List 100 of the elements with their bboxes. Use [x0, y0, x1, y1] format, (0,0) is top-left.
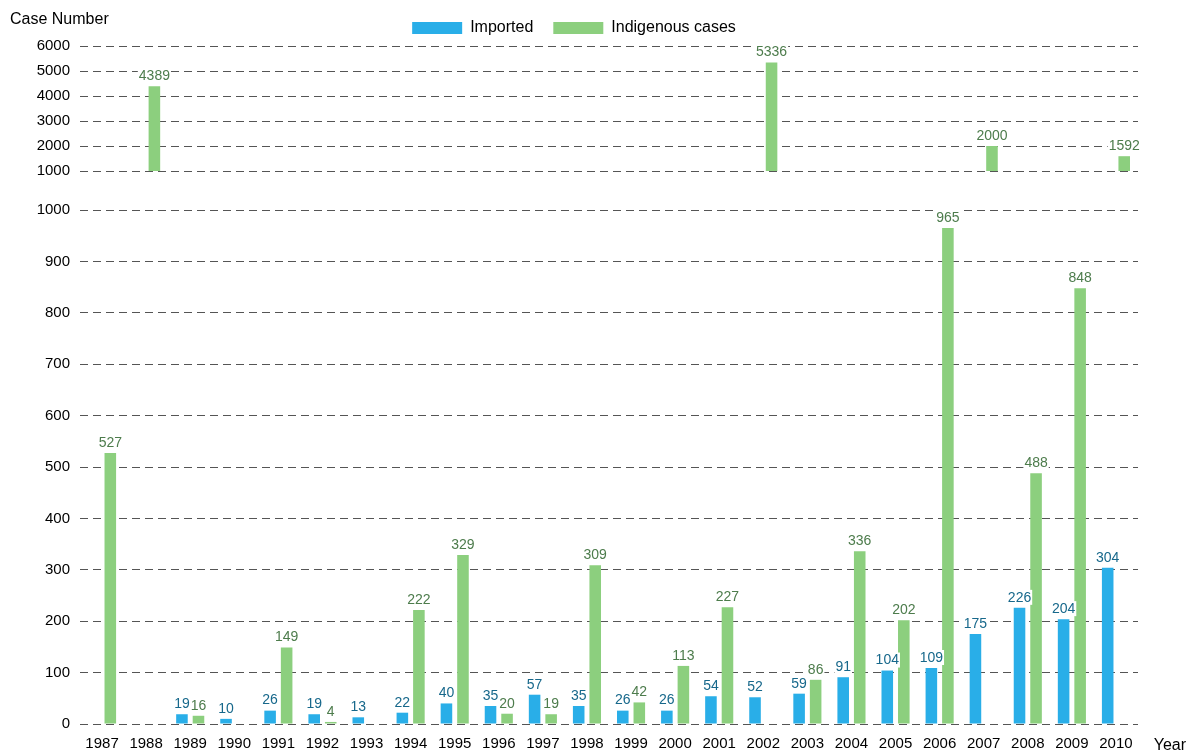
bar [192, 715, 205, 724]
bar [501, 713, 513, 724]
x-tick-label: 1996 [482, 734, 516, 752]
data-label: 113 [672, 646, 695, 663]
data-label: 848 [1068, 268, 1093, 285]
data-label: 336 [848, 532, 872, 549]
bar [661, 710, 673, 724]
data-label: 329 [451, 535, 475, 552]
bar [1057, 619, 1070, 724]
y-tick-label: 100 [44, 662, 70, 680]
data-label: 57 [526, 675, 543, 692]
x-tick-label: 2008 [1011, 734, 1045, 752]
bar [308, 714, 320, 724]
data-label: 91 [835, 658, 852, 675]
y-tick-label: 800 [44, 302, 70, 320]
x-tick-label: 1992 [305, 734, 340, 752]
data-label: 35 [482, 686, 499, 703]
data-label: 13 [350, 698, 367, 715]
bar [413, 609, 425, 724]
x-axis-title: Year [1153, 736, 1187, 754]
bar [440, 703, 453, 724]
data-label: 16 [190, 696, 207, 713]
x-tick-label: 1987 [85, 734, 119, 752]
x-tick-label: 2007 [967, 734, 1001, 752]
y-tick-label: 900 [44, 251, 70, 269]
y-tick-label: 300 [44, 559, 70, 577]
x-tick-label: 1998 [570, 734, 604, 752]
data-label: 175 [963, 614, 988, 631]
x-tick-label: 1993 [349, 734, 384, 752]
y-tick-label: 400 [44, 508, 70, 526]
bar [721, 607, 734, 724]
data-label: 1592 [1108, 137, 1140, 154]
x-tick-label: 1997 [526, 734, 560, 752]
data-label: 309 [583, 546, 608, 563]
x-tick-label: 2001 [702, 734, 736, 752]
data-label: 52 [747, 678, 764, 695]
data-label: 202 [892, 601, 916, 618]
bar [969, 634, 982, 724]
data-label: 26 [262, 691, 279, 708]
y-tick-label: 700 [44, 354, 70, 372]
x-tick-label: 1989 [173, 734, 207, 752]
data-label: 222 [407, 590, 431, 607]
legend-label: Imported [470, 18, 534, 36]
y-tick-label: 6000 [36, 36, 70, 54]
x-tick-label: 2000 [658, 734, 692, 752]
y-tick-label: 0 [61, 714, 70, 732]
data-label: 226 [1007, 588, 1032, 605]
y-tick-label: 5000 [36, 61, 70, 79]
data-label: 26 [659, 691, 675, 708]
data-label: 22 [394, 693, 411, 710]
bar [264, 710, 276, 724]
bar [853, 551, 866, 724]
data-label: 227 [715, 588, 740, 605]
data-label: 42 [631, 683, 648, 700]
data-label: 19 [174, 695, 190, 712]
bar [793, 693, 805, 724]
bar [572, 706, 585, 724]
y-tick-label: 2000 [36, 136, 70, 154]
bar [633, 702, 646, 724]
x-tick-label: 2004 [834, 734, 869, 752]
data-label: 204 [1051, 600, 1076, 616]
data-label: 2000 [976, 126, 1008, 143]
bar [1030, 473, 1042, 724]
x-tick-label: 2002 [746, 734, 780, 752]
data-label: 54 [703, 677, 719, 694]
legend-label: Indigenous cases [611, 18, 736, 36]
data-label: 109 [919, 648, 944, 665]
y-tick-label: 1000 [36, 161, 70, 179]
data-label: 4 [326, 702, 335, 719]
data-label: 26 [614, 691, 631, 708]
bar [220, 718, 232, 724]
bar [925, 667, 938, 724]
x-tick-label: 2009 [1055, 734, 1089, 752]
bar [705, 696, 717, 724]
x-tick-label: 2003 [790, 734, 825, 752]
bar [484, 706, 497, 724]
data-label: 19 [306, 695, 323, 712]
data-label: 19 [543, 695, 560, 712]
y-tick-label: 500 [44, 457, 70, 475]
bar [1101, 567, 1114, 724]
bar [280, 647, 293, 724]
bar [104, 453, 117, 724]
bar [528, 694, 541, 724]
y-tick-label: 600 [44, 405, 70, 423]
bar [1074, 288, 1086, 724]
bar [809, 679, 822, 724]
x-tick-label: 1995 [438, 734, 472, 752]
bar [749, 697, 761, 724]
data-label: 304 [1096, 548, 1120, 565]
x-tick-label: 2005 [878, 734, 913, 752]
data-label: 59 [791, 674, 808, 691]
bar [176, 714, 188, 724]
data-label: 10 [218, 699, 235, 716]
y-tick-label: 200 [44, 611, 70, 629]
bar [898, 620, 910, 724]
bar [881, 670, 894, 724]
x-tick-label: 1988 [129, 734, 163, 752]
bar [677, 665, 690, 724]
bar [589, 565, 602, 724]
y-axis-title: Case Number [10, 10, 110, 28]
